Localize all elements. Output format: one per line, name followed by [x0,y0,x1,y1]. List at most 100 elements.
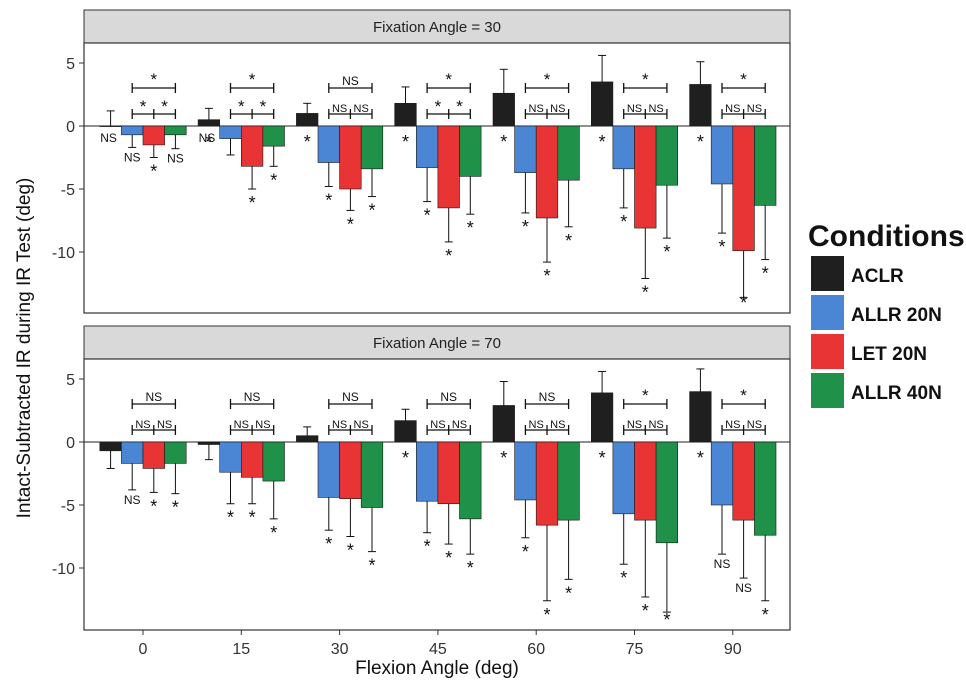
bar-sig-1-3-3: * [467,558,474,578]
bar-0-0-2 [142,125,165,146]
bar-0-4-1 [514,125,537,173]
bar-sig-0-1-3: * [270,170,277,190]
bar-sig-0-5-1: * [620,212,627,232]
bar-sig-1-3-1: * [424,537,431,557]
bar-0-6-1 [710,125,734,185]
x-tick-label-5: 75 [626,641,644,658]
bar-1-3-0 [394,420,417,443]
x-tick-label-1: 15 [232,641,250,658]
bracket-long-label-0-0: * [150,70,157,89]
bracket-long-label-1-4: NS [539,390,556,404]
panel-frame-0 [83,42,791,314]
bar-0-4-3 [557,125,580,181]
bar-1-6-1 [710,441,734,506]
bar-1-1-2 [241,441,264,478]
y-tick-label-1-2: -5 [61,498,75,515]
bar-0-4-0 [492,92,515,127]
bar-1-1-3 [262,441,285,482]
bracket-short-label-b-1-1: NS [255,419,270,431]
y-tick-label-1-0: 5 [66,372,75,389]
legend-label-2: LET 20N [851,344,927,365]
legend-label-1: ALLR 20N [851,305,942,326]
bar-sig-0-3-2: * [445,246,452,266]
bar-1-2-3 [360,441,384,508]
bar-1-1-0 [197,441,221,445]
bar-0-3-3 [459,125,482,177]
bar-sig-1-2-1: * [325,534,332,554]
bar-0-2-2 [339,125,362,190]
bracket-long-label-1-1: NS [244,390,261,404]
bracket-long-label-0-2: NS [342,74,359,88]
bar-sig-0-5-2: * [642,282,649,302]
bar-1-6-0 [689,391,712,443]
bar-sig-0-6-0: * [697,132,704,152]
bar-0-6-2 [732,125,755,252]
x-tick-label-0: 0 [139,641,148,658]
bar-sig-0-4-3: * [565,231,572,251]
bracket-short-label-b-1-4: NS [550,419,565,431]
bar-sig-1-6-1: NS [714,557,731,571]
bar-sig-0-0-1: NS [124,150,141,164]
bracket-long-label-1-2: NS [342,390,359,404]
bar-1-5-0 [590,392,614,443]
panel-title-1: Fixation Angle = 70 [373,335,501,352]
bracket-long-label-1-0: NS [145,390,162,404]
legend-label-0: ACLR [851,266,904,287]
bracket-short-label-b-0-4: NS [550,103,565,115]
bar-sig-0-2-1: * [325,190,332,210]
bracket-short-label-a-0-4: NS [529,103,544,115]
bar-1-0-1 [121,441,144,464]
bar-1-1-1 [219,441,242,473]
panel-0: Fixation Angle = 30 5 0 -5 -10 NS * NS NS * * * * * * N… [52,9,791,314]
bar-sig-0-3-0: * [402,132,409,152]
bar-sig-0-2-2: * [347,214,354,234]
bar-sig-1-6-0: * [697,448,704,468]
bar-sig-0-4-1: * [522,217,529,237]
bracket-short-label-b-1-5: NS [648,419,663,431]
bar-sig-1-2-3: * [368,556,375,576]
bar-0-6-3 [754,125,777,206]
bracket-short-label-a-1-1: NS [234,419,249,431]
bar-0-1-2 [241,125,264,167]
bar-1-2-1 [317,441,340,498]
x-axis-label: Flexion Angle (deg) [355,658,519,679]
bar-0-3-2 [437,125,460,209]
x-tick-label-2: 30 [331,641,349,658]
bar-1-4-3 [557,441,580,521]
bar-sig-1-4-2: * [543,605,550,625]
bracket-long-label-1-6: * [740,386,747,405]
bracket-short-label-b-1-0: NS [157,419,172,431]
bracket-short-label-b-0-2: NS [354,103,369,115]
bar-sig-1-1-3: * [270,523,277,543]
panel-strip-1 [83,325,791,360]
bar-0-2-1 [317,125,340,163]
bar-1-5-2 [634,441,657,521]
bar-0-1-0 [197,119,221,127]
bracket-short-label-a-0-2: NS [332,103,347,115]
bracket-short-label-b-1-6: NS [747,419,762,431]
bracket-short-label-b-1-2: NS [354,419,369,431]
bar-sig-0-6-2: * [740,293,747,313]
y-tick-label-0-3: -10 [52,245,75,262]
bracket-short-label-a-0-1: * [238,97,245,116]
bar-sig-1-4-0: * [500,448,507,468]
bar-sig-0-3-3: * [467,218,474,238]
bracket-long-label-1-3: NS [440,390,457,404]
bar-sig-0-0-2: * [150,162,157,182]
bar-sig-1-2-2: * [347,541,354,561]
x-tick-label-4: 60 [527,641,545,658]
bracket-short-label-b-1-3: NS [452,419,467,431]
bracket-short-label-a-0-6: NS [725,103,740,115]
bar-1-6-2 [732,441,755,521]
bracket-long-label-0-4: * [544,70,551,89]
bar-1-0-3 [164,441,187,464]
y-tick-label-0-2: -5 [61,182,75,199]
bar-0-3-1 [415,125,439,168]
bar-sig-0-4-2: * [543,266,550,286]
bar-1-0-0 [99,441,122,452]
bar-sig-0-1-2: * [249,193,256,213]
bar-sig-0-4-0: * [500,132,507,152]
bar-1-0-2 [142,441,165,469]
